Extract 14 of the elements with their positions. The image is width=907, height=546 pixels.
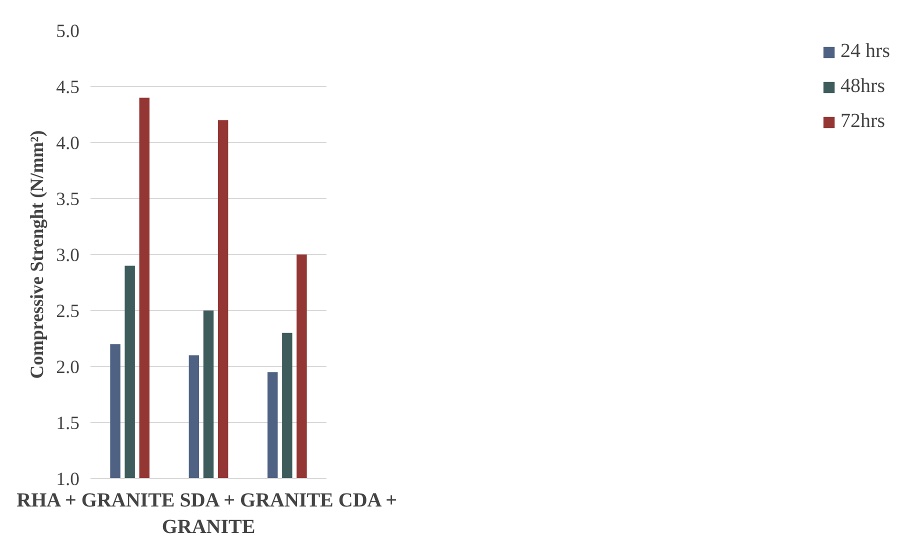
y-tick-label: 3.0	[56, 245, 80, 266]
y-tick-label: 5.0	[56, 21, 80, 42]
legend-label: 72hrs	[840, 110, 885, 133]
legend-label: 24 hrs	[840, 40, 890, 63]
y-tick-label: 2.5	[56, 301, 80, 322]
y-tick-label: 1.0	[56, 469, 80, 490]
y-tick-label: 3.5	[56, 189, 80, 210]
y-tick-label: 4.0	[56, 133, 80, 154]
y-tick-label: 1.5	[56, 413, 80, 434]
y-axis-title: Compressive Strenght (N/mm²)	[27, 130, 48, 379]
x-axis-title: RHA + GRANITE SDA + GRANITE CDA + GRANITE	[16, 490, 398, 538]
legend-label: 48hrs	[840, 75, 885, 98]
y-tick-label: 2.0	[56, 357, 80, 378]
y-tick-label: 4.5	[56, 77, 80, 98]
